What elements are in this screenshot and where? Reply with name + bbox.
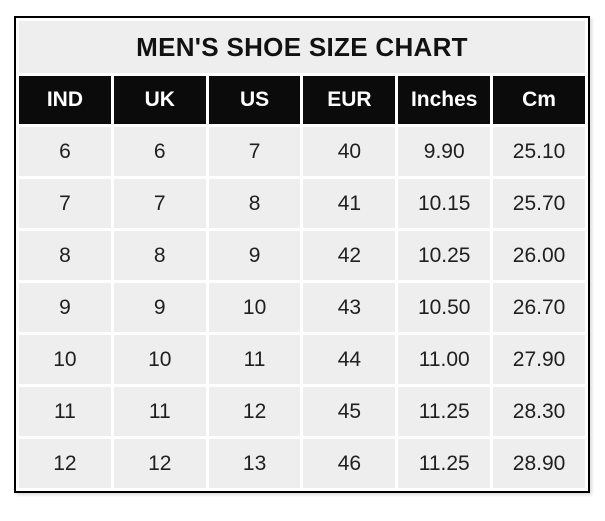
table-row: 12 12 13 46 11.25 28.90 — [19, 439, 585, 488]
column-header-ind: IND — [19, 76, 111, 124]
table-cell-inches: 11.00 — [398, 335, 491, 384]
table-cell-eur: 44 — [303, 335, 396, 384]
table-cell-us: 13 — [208, 439, 301, 488]
table-body: 6 6 7 40 9.90 25.10 7 7 8 41 10.15 25.70 8 8 9 42 10.25 2… — [19, 127, 585, 488]
table-cell-uk: 7 — [113, 179, 206, 228]
table-cell-ind: 8 — [19, 231, 111, 280]
column-header-uk: UK — [113, 76, 206, 124]
table-cell-us: 9 — [208, 231, 301, 280]
title-row: MEN'S SHOE SIZE CHART — [19, 21, 585, 73]
table-cell-cm: 27.90 — [493, 335, 585, 384]
table-cell-uk: 6 — [113, 127, 206, 176]
table-cell-cm: 26.70 — [493, 283, 585, 332]
table-cell-us: 12 — [208, 387, 301, 436]
table-cell-uk: 8 — [113, 231, 206, 280]
table-cell-uk: 10 — [113, 335, 206, 384]
shoe-size-chart: MEN'S SHOE SIZE CHART IND UK US EUR Inches Cm… — [14, 16, 590, 493]
column-header-eur: EUR — [303, 76, 396, 124]
table-cell-eur: 40 — [303, 127, 396, 176]
table-header-row: IND UK US EUR Inches Cm — [19, 76, 585, 124]
table-cell-eur: 41 — [303, 179, 396, 228]
table-cell-inches: 10.25 — [398, 231, 491, 280]
table-cell-us: 8 — [208, 179, 301, 228]
table-cell-eur: 45 — [303, 387, 396, 436]
table-cell-uk: 9 — [113, 283, 206, 332]
table-cell-uk: 12 — [113, 439, 206, 488]
table-cell-inches: 10.15 — [398, 179, 491, 228]
table-cell-inches: 11.25 — [398, 439, 491, 488]
table-head: MEN'S SHOE SIZE CHART IND UK US EUR Inches Cm — [19, 21, 585, 124]
table-cell-uk: 11 — [113, 387, 206, 436]
table-row: 10 10 11 44 11.00 27.90 — [19, 335, 585, 384]
table-row: 6 6 7 40 9.90 25.10 — [19, 127, 585, 176]
mens-shoe-size-chart-table: MEN'S SHOE SIZE CHART IND UK US EUR Inches Cm… — [14, 16, 590, 493]
table-cell-ind: 12 — [19, 439, 111, 488]
table-cell-eur: 43 — [303, 283, 396, 332]
table-cell-ind: 10 — [19, 335, 111, 384]
table-cell-ind: 6 — [19, 127, 111, 176]
table-cell-inches: 9.90 — [398, 127, 491, 176]
column-header-inches: Inches — [398, 76, 491, 124]
table-cell-cm: 26.00 — [493, 231, 585, 280]
table-cell-us: 10 — [208, 283, 301, 332]
table-cell-cm: 28.90 — [493, 439, 585, 488]
table-cell-inches: 10.50 — [398, 283, 491, 332]
table-cell-cm: 25.10 — [493, 127, 585, 176]
table-cell-us: 11 — [208, 335, 301, 384]
column-header-us: US — [208, 76, 301, 124]
table-cell-ind: 11 — [19, 387, 111, 436]
table-cell-inches: 11.25 — [398, 387, 491, 436]
column-header-cm: Cm — [493, 76, 585, 124]
table-row: 11 11 12 45 11.25 28.30 — [19, 387, 585, 436]
page-title: MEN'S SHOE SIZE CHART — [19, 21, 585, 73]
table-cell-eur: 42 — [303, 231, 396, 280]
table-cell-ind: 9 — [19, 283, 111, 332]
table-cell-cm: 25.70 — [493, 179, 585, 228]
table-cell-eur: 46 — [303, 439, 396, 488]
table-row: 7 7 8 41 10.15 25.70 — [19, 179, 585, 228]
table-row: 8 8 9 42 10.25 26.00 — [19, 231, 585, 280]
table-cell-ind: 7 — [19, 179, 111, 228]
table-row: 9 9 10 43 10.50 26.70 — [19, 283, 585, 332]
table-cell-us: 7 — [208, 127, 301, 176]
table-cell-cm: 28.30 — [493, 387, 585, 436]
